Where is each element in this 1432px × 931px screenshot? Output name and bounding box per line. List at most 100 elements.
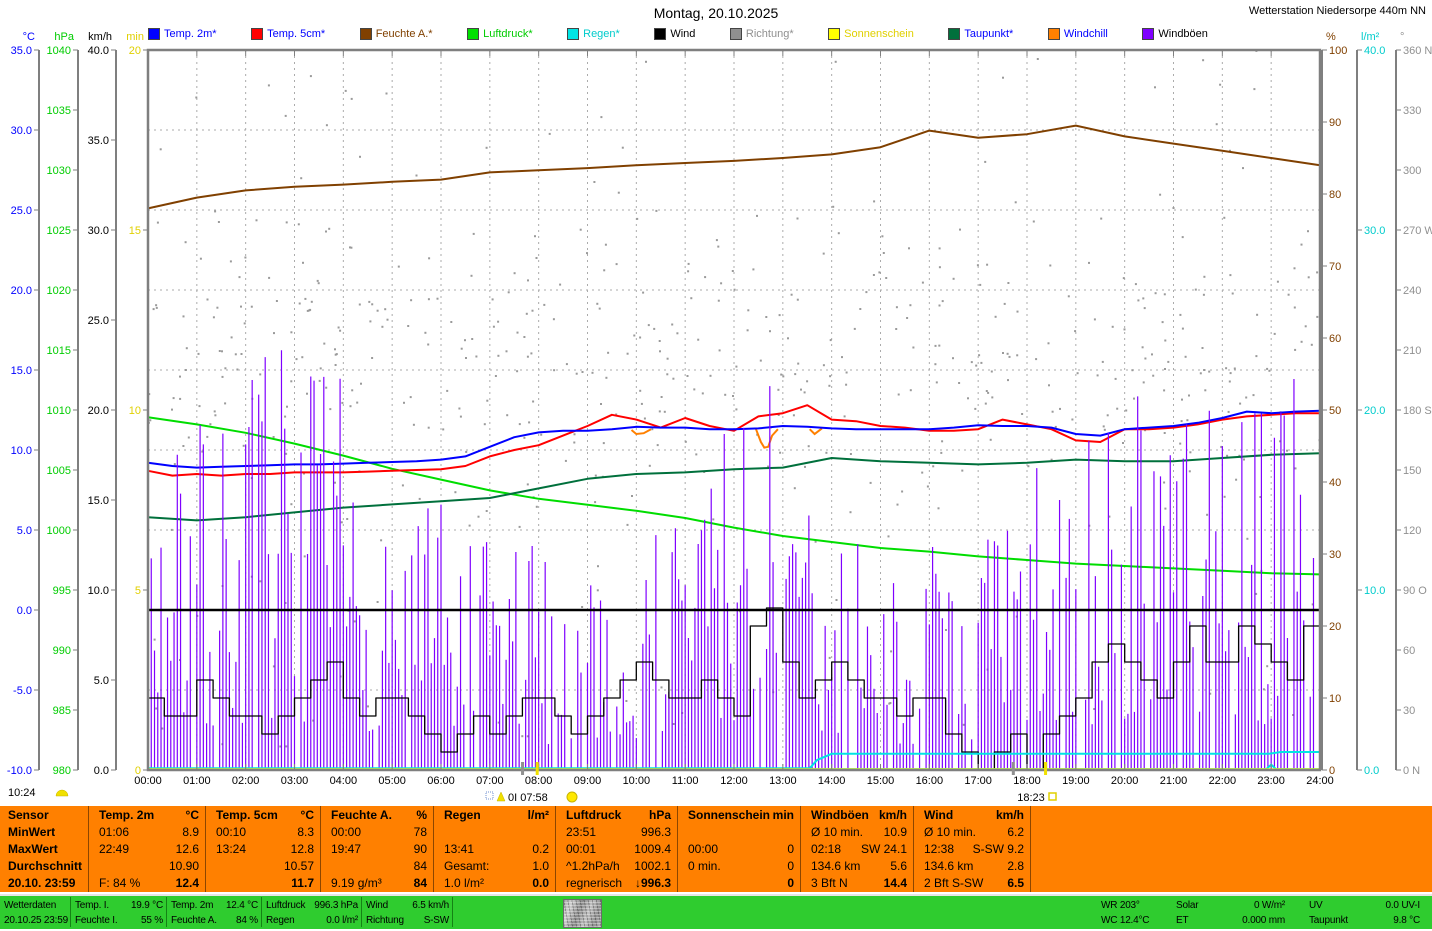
sun-icon (567, 792, 577, 802)
axis-unit-hPa: hPa (54, 31, 74, 43)
statusbar-label: WR 203° (1101, 898, 1140, 913)
twilight-evening-tick (1012, 762, 1015, 775)
axis-unit-deg: ° (1400, 31, 1404, 43)
x-axis-label: 22:00 (1209, 775, 1237, 787)
table-row: 02:18SW 24.1 (801, 841, 913, 858)
sunrise-arrow-icon (497, 792, 505, 801)
statusbar-value: S-SW (420, 913, 449, 928)
axis-tick-deg: 90 O (1403, 585, 1427, 597)
table-row: 134.6 km5.6 (801, 858, 913, 875)
axis-tick-lm2: 0.0 (1364, 765, 1379, 777)
statusbar-row: Feuchte A.84 % (171, 913, 258, 928)
table-cell-value: 0 (787, 841, 800, 858)
table-cell-label: Ø 10 min. (801, 824, 863, 841)
table-row-labels: SensorMinWertMaxWertDurchschnitt20.10. 2… (0, 806, 88, 892)
axis-tick-hPa: 985 (53, 705, 71, 717)
table-row: 10.57 (206, 858, 320, 875)
axis-tick-deg: 120 (1403, 525, 1421, 537)
statusbar-row: Regen0.0 l/m² (266, 913, 358, 928)
statusbar-label: Wind (366, 898, 388, 913)
axis-tick-lm2: 10.0 (1364, 585, 1385, 597)
table-col-name: Wind (914, 807, 953, 824)
table-cell-value: 10.90 (169, 858, 205, 875)
x-axis-label: 24:00 (1306, 775, 1334, 787)
table-cell-label: F: 84 % (89, 875, 140, 892)
series-windchill (632, 428, 822, 447)
sunset-label: 18:23 (1017, 792, 1045, 804)
table-row (678, 824, 800, 841)
statusbar-label: Wetterdaten (4, 898, 56, 913)
axis-tick-min: 5 (135, 585, 141, 597)
x-axis-label: 00:00 (134, 775, 162, 787)
axis-tick-degC: 30.0 (11, 125, 32, 137)
statusbar-row: 20.10.25 23:59 (4, 913, 67, 928)
axis-tick-degC: 15.0 (11, 365, 32, 377)
table-cell-label: 1.0 l/m² (434, 875, 484, 892)
statusbar-row: WR 203° (1101, 898, 1166, 913)
axis-unit-pct: % (1326, 31, 1336, 43)
table-cell-label: 02:18 (801, 841, 841, 858)
table-row-label: MaxWert (0, 841, 88, 858)
axis-tick-pct: 50 (1329, 405, 1341, 417)
axis-tick-kmh: 40.0 (88, 45, 109, 57)
axis-tick-pct: 80 (1329, 189, 1341, 201)
table-row: 22:4912.6 (89, 841, 205, 858)
axis-tick-kmh: 30.0 (88, 225, 109, 237)
table-cell-value: 78 (414, 824, 433, 841)
table-row: 00:0078 (321, 824, 433, 841)
axis-tick-hPa: 1035 (47, 105, 71, 117)
table-row: 19:4790 (321, 841, 433, 858)
x-axis-label: 21:00 (1160, 775, 1188, 787)
statusbar-cell-druck-regen: Luftdruck 996.3 hPaRegen0.0 l/m² (262, 897, 362, 927)
statusbar-label: Luftdruck (266, 898, 305, 913)
statusbar-row: RichtungS-SW (366, 913, 449, 928)
axis-tick-kmh: 20.0 (88, 405, 109, 417)
axis-tick-pct: 20 (1329, 621, 1341, 633)
axis-tick-lm2: 30.0 (1364, 225, 1385, 237)
statusbar-row: Wind6.5 km/h (366, 898, 449, 913)
table-row: 13:2412.8 (206, 841, 320, 858)
axis-tick-kmh: 5.0 (94, 675, 109, 687)
axis-tick-hPa: 1015 (47, 345, 71, 357)
statusbar-value: 12.4 °C (222, 898, 258, 913)
statusbar-cell-solar-et: Solar0 W/m²ET0.000 mm (1172, 897, 1288, 927)
axis-tick-pct: 100 (1329, 45, 1347, 57)
axis-tick-deg: 360 N (1403, 45, 1432, 57)
statusbar-value: 0 W/m² (1250, 898, 1285, 913)
table-col-unit: km/h (879, 807, 913, 824)
table-col-unit: hPa (649, 807, 677, 824)
statusbar-label: Feuchte I. (75, 913, 117, 928)
table-cell-value: 6.5 (1007, 875, 1030, 892)
sunrise-label: 0I 07:58 (508, 792, 548, 804)
axis-tick-deg: 270 W (1403, 225, 1432, 237)
axis-tick-pct: 30 (1329, 549, 1341, 561)
twilight-morning-tick (521, 762, 524, 775)
table-col-windb-en: Windböenkm/hØ 10 min.10.902:18SW 24.1134… (800, 806, 913, 892)
table-cell-value: 1.0 (532, 858, 555, 875)
table-row: 13:410.2 (434, 841, 555, 858)
table-cell-value: 8.9 (182, 824, 205, 841)
statusbar-value: 996.3 hPa (310, 898, 358, 913)
table-cell-value: 1002.1 (634, 858, 677, 875)
table-cell-value: 2.8 (1007, 858, 1030, 875)
axis-tick-kmh: 25.0 (88, 315, 109, 327)
statusbar-row: Temp. 2m12.4 °C (171, 898, 258, 913)
table-cell-value: 8.3 (297, 824, 320, 841)
table-col-header: Windböenkm/h (801, 807, 913, 824)
table-row-label: Durchschnitt (0, 858, 88, 875)
axis-tick-degC: 10.0 (11, 445, 32, 457)
axis-tick-deg: 210 (1403, 345, 1421, 357)
weather-app-window: Montag, 20.10.2025 Wetterstation Nieders… (0, 0, 1432, 931)
statusbar-label: Feuchte A. (171, 913, 217, 928)
table-row: 23:51996.3 (556, 824, 677, 841)
table-cell-label: 00:10 (206, 824, 246, 841)
x-axis-label: 01:00 (183, 775, 211, 787)
table-row: 01:068.9 (89, 824, 205, 841)
statusbar-cell-innen: Temp. I.19.9 °CFeuchte I.55 % (71, 897, 167, 927)
axis-tick-deg: 240 (1403, 285, 1421, 297)
table-row: 0 (678, 875, 800, 892)
table-col-feuchte-a-: Feuchte A.%00:007819:4790849.19 g/m³84 (320, 806, 433, 892)
table-cell-value: 0 (787, 875, 800, 892)
table-col-unit: % (416, 807, 433, 824)
axis-tick-degC: 0.0 (17, 605, 32, 617)
